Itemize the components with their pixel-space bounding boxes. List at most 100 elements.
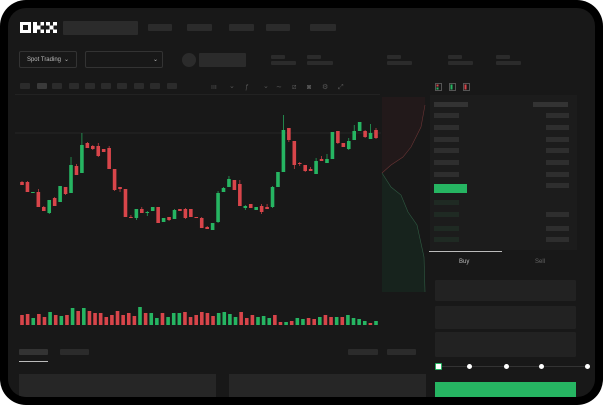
volume-bar xyxy=(312,319,316,325)
slider-node-100[interactable] xyxy=(585,364,590,369)
orderbook-header-amount xyxy=(533,102,568,107)
timeframe-button[interactable] xyxy=(150,83,160,89)
tab-history[interactable] xyxy=(60,349,89,355)
candle-body xyxy=(36,192,41,207)
fullscreen-icon[interactable]: ⤢ xyxy=(338,84,344,91)
volume-bar xyxy=(183,312,187,325)
timeframe-button[interactable] xyxy=(20,83,30,89)
bid-price xyxy=(434,226,459,231)
ask-price xyxy=(434,113,459,118)
ask-price xyxy=(434,137,459,142)
candle-body xyxy=(368,133,373,139)
nav-item[interactable] xyxy=(148,24,172,31)
nav-item[interactable] xyxy=(266,24,290,31)
filter-button[interactable] xyxy=(348,349,378,355)
nav-item[interactable] xyxy=(229,24,254,31)
sell-tab[interactable]: Sell xyxy=(535,259,546,265)
volume-bar xyxy=(205,313,210,325)
ruler-icon[interactable]: ⧄ xyxy=(292,84,297,91)
candle-body xyxy=(25,182,30,192)
stat-value xyxy=(271,61,296,65)
volume-bar xyxy=(126,313,131,325)
candle-body xyxy=(69,165,73,193)
slider-handle[interactable] xyxy=(435,363,442,370)
bar-chart-icon[interactable]: ııı xyxy=(211,84,217,91)
candle-body xyxy=(325,159,329,163)
candle-body xyxy=(336,131,340,143)
candle-body xyxy=(281,130,286,172)
volume-bar xyxy=(250,315,255,325)
volume-bar xyxy=(233,317,238,325)
volume-bar xyxy=(160,313,165,325)
candle-body xyxy=(20,182,24,185)
line-icon[interactable]: ∼ xyxy=(276,84,282,91)
candle-body xyxy=(58,186,62,202)
chevron-down-icon[interactable]: ⌄ xyxy=(263,83,269,90)
timeframe-button[interactable] xyxy=(101,83,111,89)
buy-button[interactable] xyxy=(435,382,576,397)
volume-bar xyxy=(346,315,350,325)
volume-bar xyxy=(368,323,373,325)
candle-body xyxy=(352,131,357,140)
volume-bar xyxy=(59,316,64,325)
camera-icon[interactable]: ◙ xyxy=(307,84,312,91)
last-price xyxy=(434,184,467,193)
volume-bar xyxy=(273,315,277,325)
candle-body xyxy=(31,192,35,193)
filter-button[interactable] xyxy=(387,349,416,355)
volume-bar xyxy=(31,318,36,325)
stat-label xyxy=(271,55,285,59)
timeframe-button[interactable] xyxy=(134,83,144,89)
chevron-down-icon[interactable]: ⌄ xyxy=(229,83,235,90)
price-input[interactable] xyxy=(435,280,576,301)
tab-open-orders[interactable] xyxy=(19,349,48,355)
amount-input[interactable] xyxy=(435,306,576,329)
buy-tab[interactable]: Buy xyxy=(459,259,470,265)
pair-dropdown[interactable]: ⌄ xyxy=(85,51,163,68)
timeframe-button[interactable] xyxy=(85,83,95,89)
candle-body xyxy=(287,128,291,140)
volume-bar xyxy=(256,317,260,325)
slider-node-75[interactable] xyxy=(539,364,544,369)
volume-bar xyxy=(82,308,86,325)
candle-body xyxy=(167,217,171,220)
slider-node-25[interactable] xyxy=(467,364,472,369)
slider-node-50[interactable] xyxy=(504,364,509,369)
timeframe-button[interactable] xyxy=(69,83,79,89)
total-input[interactable] xyxy=(435,332,576,357)
candle-body xyxy=(118,187,122,189)
ask-price xyxy=(434,125,459,130)
chevron-down-icon: ⌄ xyxy=(152,57,158,63)
gear-icon[interactable]: ⚙ xyxy=(322,84,329,91)
candle-body xyxy=(161,218,166,222)
volume-bar xyxy=(87,311,92,325)
volume-bar xyxy=(323,315,328,325)
candle-body xyxy=(314,161,318,174)
timeframe-button[interactable] xyxy=(167,83,177,89)
timeframe-button[interactable] xyxy=(117,83,127,89)
okx-logo[interactable] xyxy=(20,22,57,33)
candlestick-chart[interactable] xyxy=(15,95,381,340)
search-bar[interactable] xyxy=(63,21,138,35)
volume-bar xyxy=(155,318,159,325)
timeframe-button[interactable] xyxy=(37,83,47,89)
orderbook-view-toggle[interactable] xyxy=(435,83,475,91)
slider-track[interactable] xyxy=(438,366,588,367)
candle-body xyxy=(308,169,313,171)
candle-body xyxy=(210,223,215,230)
orderbook-header-price xyxy=(434,102,468,107)
timeframe-button[interactable] xyxy=(52,83,62,89)
pair-name xyxy=(199,53,246,67)
nav-item[interactable] xyxy=(310,24,336,31)
volume-bar xyxy=(70,308,75,325)
candle-body xyxy=(232,180,237,190)
indicator-icon[interactable]: ƒ xyxy=(245,84,249,91)
candle-body xyxy=(194,217,199,218)
volume-bar xyxy=(334,317,339,325)
depth-asks xyxy=(382,97,425,173)
nav-item[interactable] xyxy=(187,24,212,31)
spot-trading-dropdown[interactable]: Spot Trading ⌄ xyxy=(19,51,77,68)
volume-bar xyxy=(289,321,294,325)
volume-bar xyxy=(239,312,243,325)
stat-value xyxy=(448,61,473,65)
